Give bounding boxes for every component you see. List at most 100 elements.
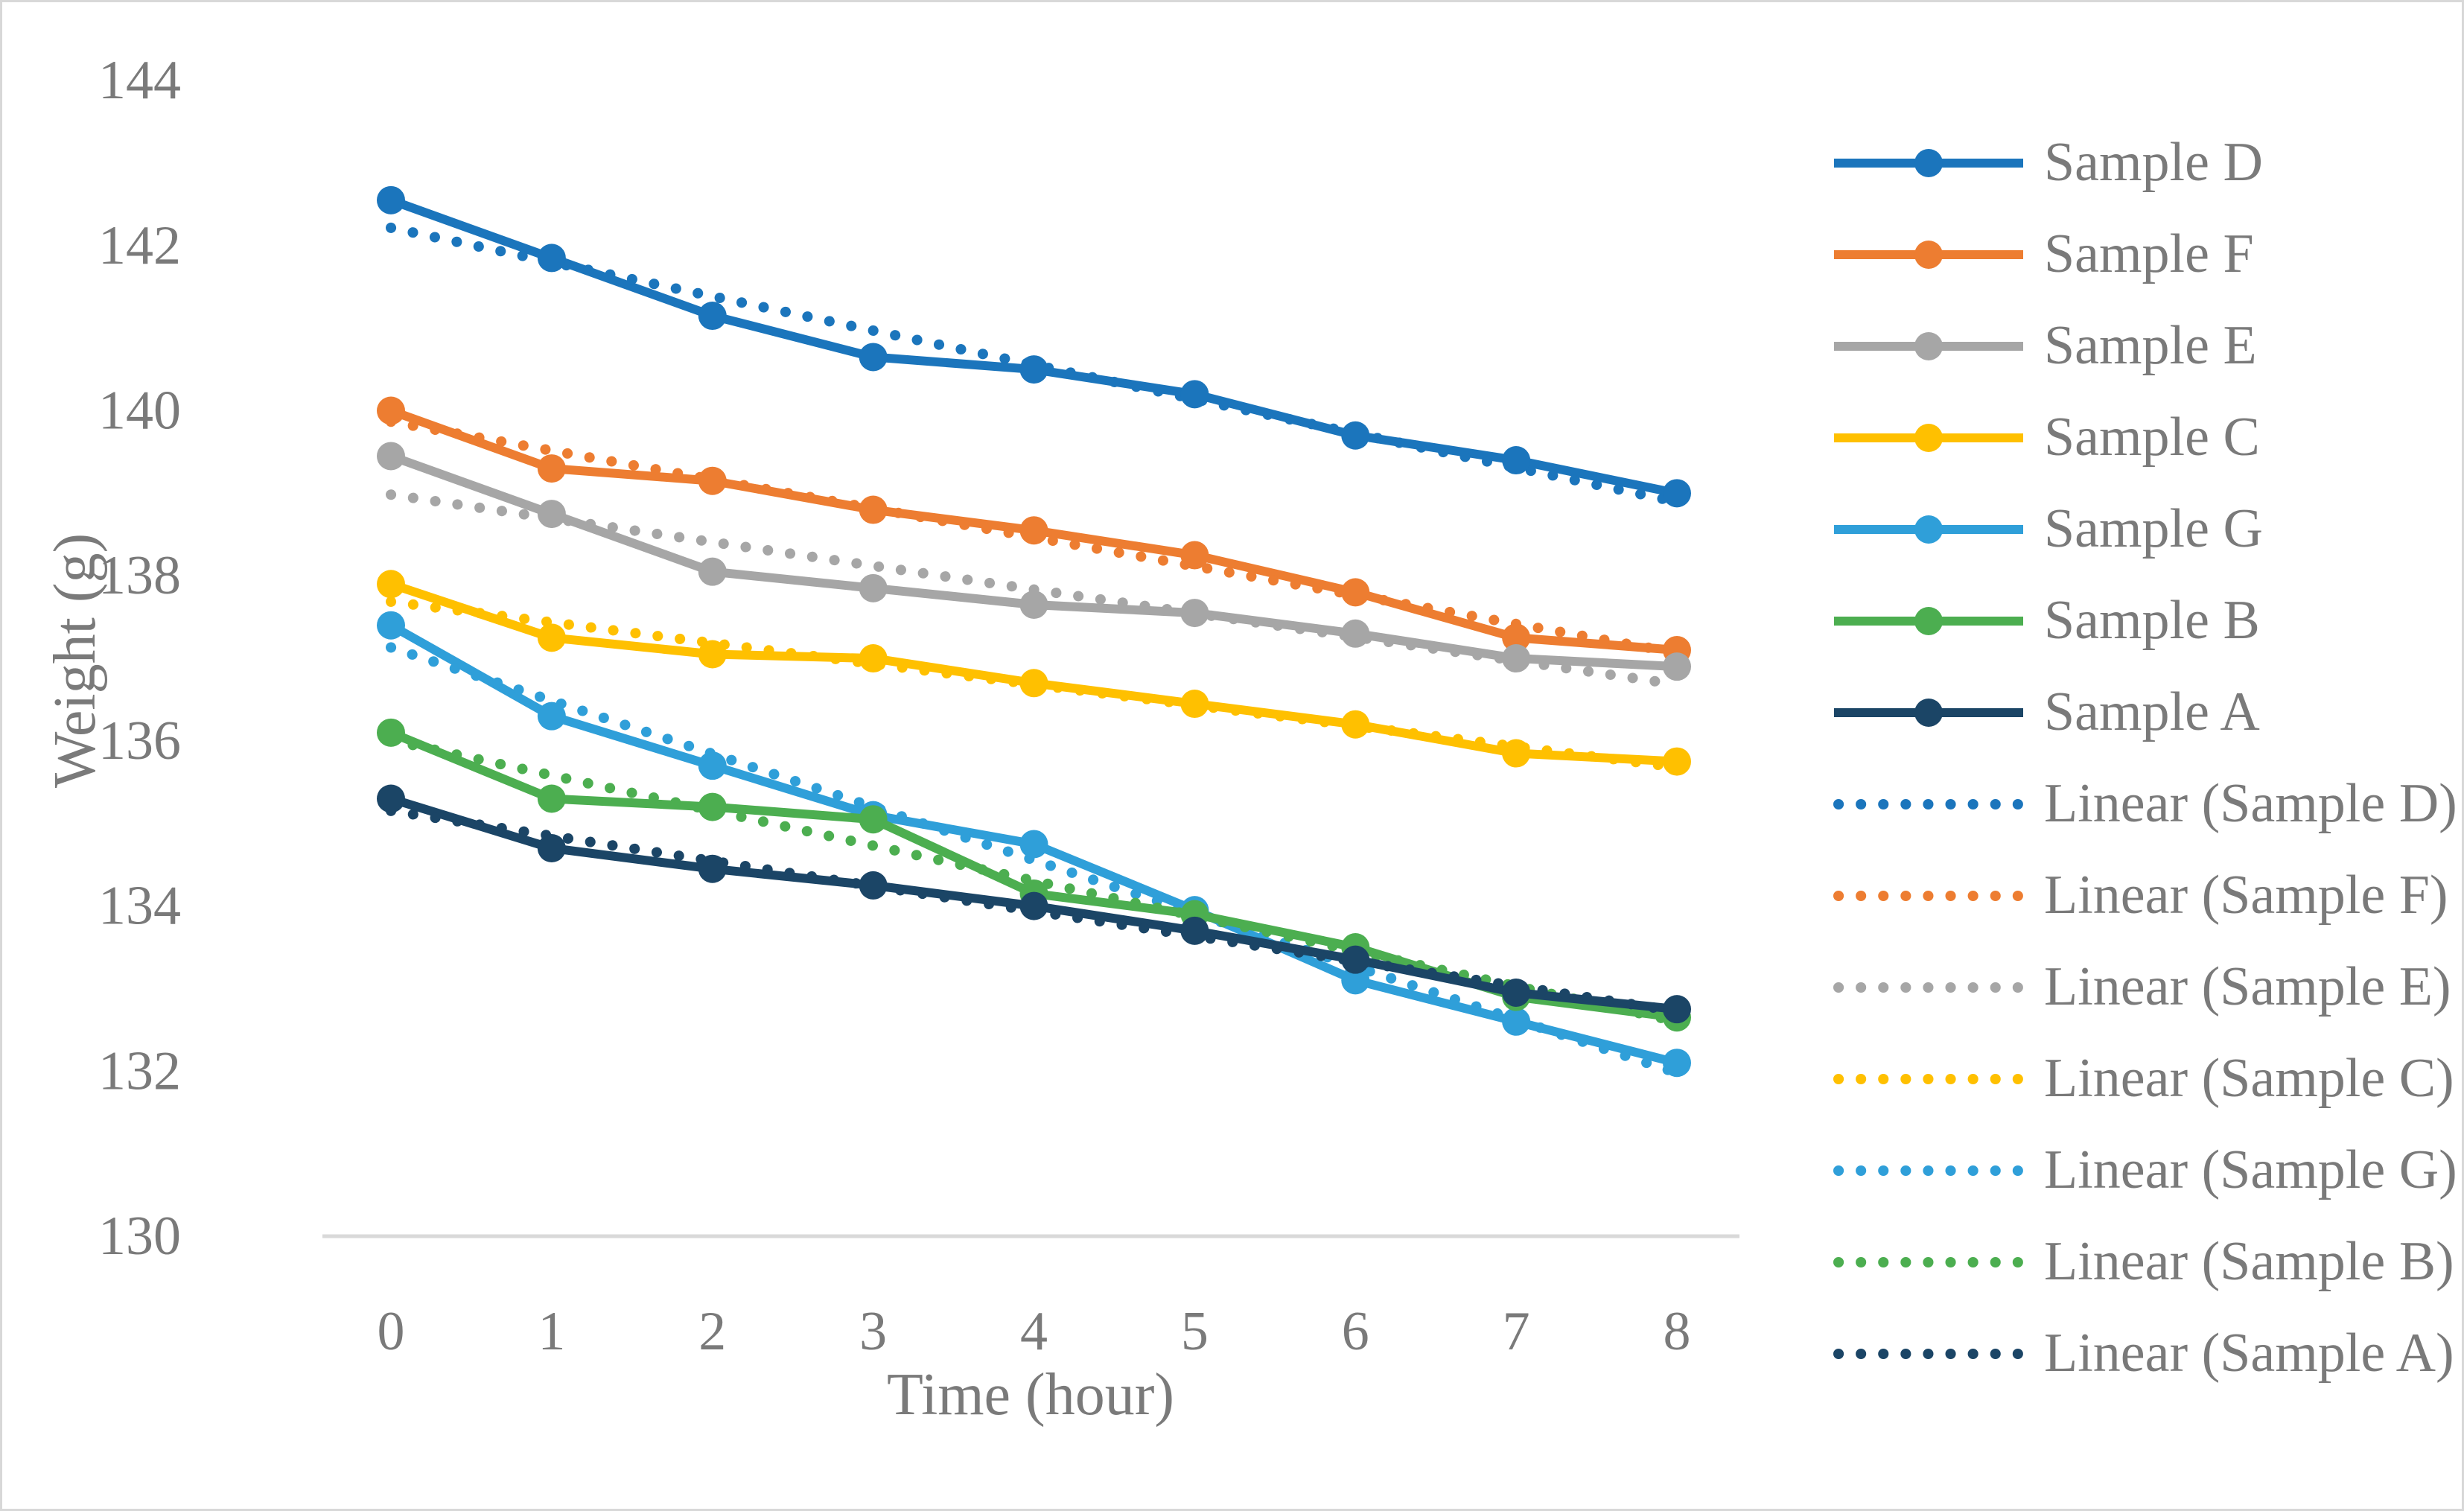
y-tick-label: 144 <box>98 50 181 111</box>
trendline-sample-d <box>386 222 1682 507</box>
series-marker-sample-e <box>698 557 727 586</box>
legend-marker-icon <box>1914 148 1943 177</box>
series-marker-sample-d <box>1502 446 1531 475</box>
legend-label: Linear (Sample F) <box>2044 865 2448 926</box>
series-marker-sample-a <box>698 854 727 883</box>
series-marker-sample-e <box>537 500 566 529</box>
series-marker-sample-b <box>377 718 405 747</box>
series-line-sample-d <box>386 195 1681 498</box>
x-tick-label: 6 <box>1342 1301 1369 1362</box>
legend-item-linear-sample-a-: Linear (Sample A) <box>1833 1308 2457 1399</box>
legend-label: Sample A <box>2044 681 2260 742</box>
dotted-line-swatch-icon <box>1833 798 2024 809</box>
series-marker-sample-e <box>377 442 405 471</box>
dotted-line-swatch-icon <box>1833 890 2024 901</box>
series-marker-sample-c <box>1180 690 1209 719</box>
series-marker-sample-f <box>537 454 566 483</box>
legend-label: Linear (Sample B) <box>2044 1231 2454 1292</box>
series-line-sample-e <box>386 451 1681 672</box>
series-marker-sample-d <box>698 302 727 331</box>
series-marker-sample-e <box>1019 590 1048 619</box>
series-marker-sample-a <box>1180 916 1209 945</box>
series-marker-sample-a <box>859 871 888 900</box>
series-marker-sample-f <box>1341 578 1370 607</box>
series-marker-sample-d <box>1663 479 1691 508</box>
legend-marker-icon <box>1914 515 1943 544</box>
series-marker-sample-e <box>1663 652 1691 681</box>
dotted-line-swatch-icon <box>1833 1165 2024 1176</box>
legend-item-sample-a: Sample A <box>1833 667 2457 758</box>
solid-line-swatch-icon <box>1834 148 2023 177</box>
legend-item-linear-sample-e-: Linear (Sample E) <box>1833 941 2457 1033</box>
series-marker-sample-c <box>1341 710 1370 739</box>
legend-label: Linear (Sample G) <box>2044 1139 2457 1200</box>
series-marker-sample-f <box>1502 623 1531 652</box>
series-marker-sample-g <box>698 751 727 780</box>
legend-item-sample-c: Sample C <box>1833 392 2457 483</box>
series-marker-sample-b <box>537 784 566 813</box>
series-marker-sample-a <box>1502 978 1531 1007</box>
series-marker-sample-c <box>377 570 405 599</box>
solid-line-swatch-icon <box>1834 698 2023 727</box>
y-tick-label: 130 <box>98 1206 181 1267</box>
legend-label: Sample B <box>2044 590 2260 651</box>
x-tick-label: 2 <box>698 1301 726 1362</box>
x-tick-label: 7 <box>1503 1301 1530 1362</box>
series-marker-sample-e <box>1341 619 1370 648</box>
series-marker-sample-e <box>1180 599 1209 628</box>
trendline-sample-b <box>386 734 1682 1027</box>
legend-item-linear-sample-f-: Linear (Sample F) <box>1833 850 2457 941</box>
series-marker-sample-c <box>859 644 888 673</box>
y-tick-label: 132 <box>98 1040 181 1101</box>
legend-marker-icon <box>1914 423 1943 452</box>
legend-item-linear-sample-b-: Linear (Sample B) <box>1833 1216 2457 1308</box>
legend: Sample D Sample F Sample E Sample C Sample G… <box>1833 117 2457 1399</box>
solid-line-swatch-icon <box>1834 606 2023 635</box>
dotted-line-swatch-icon <box>1833 982 2024 993</box>
series-marker-sample-g <box>1663 1049 1691 1078</box>
legend-label: Sample E <box>2044 315 2257 376</box>
trendline-sample-e <box>386 489 1682 690</box>
solid-line-swatch-icon <box>1834 423 2023 452</box>
series-marker-sample-g <box>1019 830 1048 859</box>
series-marker-sample-a <box>1341 945 1370 974</box>
legend-item-sample-b: Sample B <box>1833 575 2457 667</box>
x-tick-label: 1 <box>538 1301 565 1362</box>
legend-label: Sample D <box>2044 132 2263 193</box>
series-marker-sample-a <box>537 834 566 863</box>
x-tick-label: 0 <box>378 1301 405 1362</box>
series-marker-sample-d <box>377 185 405 214</box>
series-marker-sample-d <box>859 343 888 372</box>
series-marker-sample-f <box>377 396 405 425</box>
y-tick-label: 140 <box>98 381 181 442</box>
y-axis-title: Weight (g) <box>42 532 108 789</box>
series-marker-sample-g <box>1502 1007 1531 1036</box>
series-marker-sample-g <box>537 702 566 731</box>
legend-item-sample-f: Sample F <box>1833 209 2457 300</box>
legend-item-sample-g: Sample G <box>1833 483 2457 575</box>
legend-marker-icon <box>1914 240 1943 269</box>
trendline-sample-g <box>386 642 1682 1078</box>
legend-label: Linear (Sample D) <box>2044 773 2457 834</box>
legend-marker-icon <box>1914 331 1943 360</box>
series-marker-sample-c <box>537 623 566 652</box>
dotted-line-swatch-icon <box>1833 1073 2024 1084</box>
series-marker-sample-c <box>1502 739 1531 768</box>
x-tick-label: 8 <box>1664 1301 1691 1362</box>
solid-line-swatch-icon <box>1834 515 2023 544</box>
legend-label: Sample C <box>2044 407 2260 468</box>
legend-label: Sample F <box>2044 223 2254 284</box>
series-marker-sample-a <box>377 784 405 813</box>
legend-label: Linear (Sample E) <box>2044 956 2451 1017</box>
series-marker-sample-d <box>537 244 566 273</box>
series-marker-sample-a <box>1663 995 1691 1024</box>
series-marker-sample-a <box>1019 891 1048 920</box>
x-axis-title: Time (hour) <box>887 1362 1174 1428</box>
legend-item-linear-sample-d-: Linear (Sample D) <box>1833 758 2457 850</box>
legend-item-sample-e: Sample E <box>1833 300 2457 392</box>
legend-item-linear-sample-c-: Linear (Sample C) <box>1833 1033 2457 1124</box>
series-marker-sample-d <box>1341 421 1370 450</box>
y-tick-label: 136 <box>98 710 181 772</box>
series-marker-sample-f <box>698 466 727 495</box>
